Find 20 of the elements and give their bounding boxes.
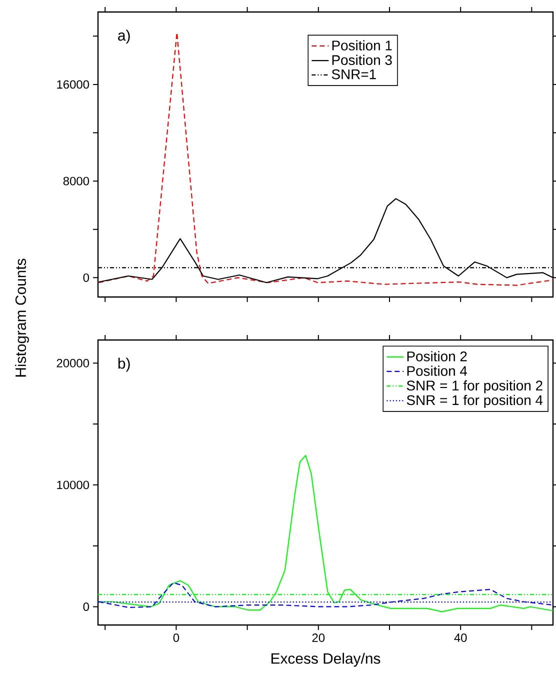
y-tick-label: 0 xyxy=(83,273,90,282)
x-axis-title: Excess Delay/ns xyxy=(271,652,380,667)
x-tick-label: 0 xyxy=(173,634,180,642)
legend-label: Position 3 xyxy=(332,54,392,66)
legend-label: Position 2 xyxy=(407,351,467,362)
legend-label: SNR = 1 for position 2 xyxy=(406,380,542,394)
y-axis-title: Histogram Counts xyxy=(15,258,29,377)
y-tick-label: 0 xyxy=(83,602,90,611)
y-tick-label: 10000 xyxy=(57,480,90,490)
legend-label: Position 4 xyxy=(407,366,468,376)
legend-label: SNR = 1 for position 4 xyxy=(406,394,543,408)
y-tick-label: 8000 xyxy=(63,176,90,186)
legend-label: Position 1 xyxy=(332,40,392,50)
y-tick-label: 20000 xyxy=(56,358,90,368)
legend-label: SNR=1 xyxy=(332,69,376,80)
x-tick-label: 40 xyxy=(454,634,467,642)
x-tick-label: 20 xyxy=(312,634,325,642)
annotation: b) xyxy=(118,358,130,372)
annotation: a) xyxy=(118,30,130,44)
y-tick-label: 16000 xyxy=(57,80,90,89)
